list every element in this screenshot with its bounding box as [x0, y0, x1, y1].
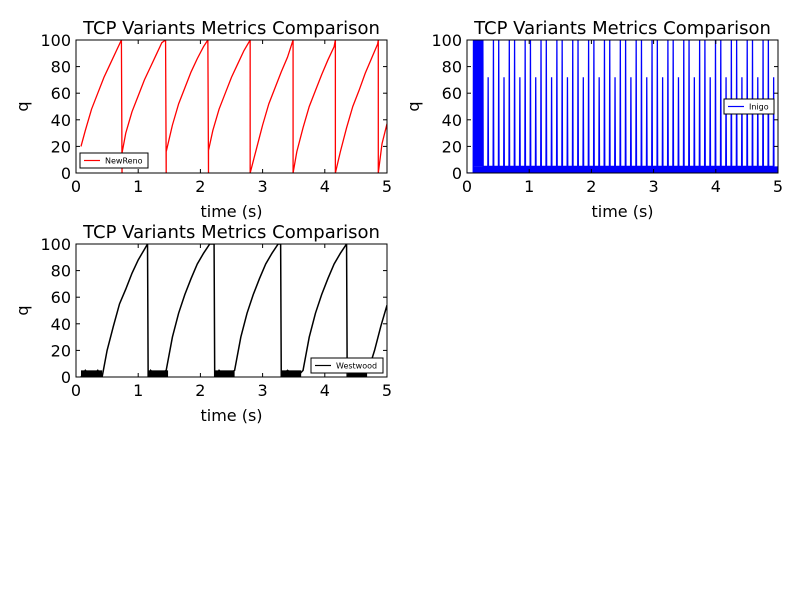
chart-title: TCP Variants Metrics Comparison [473, 18, 771, 39]
x-tick-label: 1 [133, 381, 143, 400]
x-tick-label: 5 [382, 177, 392, 196]
legend-label: Inigo [749, 103, 769, 112]
y-axis-label: q [13, 305, 32, 315]
series-band-westwood-3 [281, 370, 302, 377]
subplot-newreno: TCP Variants Metrics Comparison 0 1 2 3 4 5 0 20… [13, 18, 392, 221]
x-tick-label: 3 [258, 381, 268, 400]
series-line-westwood [80, 244, 387, 377]
chart-title: TCP Variants Metrics Comparison [82, 18, 380, 39]
x-tick-label: 0 [71, 177, 81, 196]
subplot-westwood: TCP Variants Metrics Comparison 0 1 2 3 4 5 0 20… [13, 222, 392, 425]
y-tick-label: 40 [442, 111, 462, 130]
y-tick-label: 20 [51, 137, 71, 156]
x-tick-label: 2 [195, 381, 205, 400]
x-axis-label: time (s) [591, 202, 653, 221]
y-tick-label: 100 [40, 235, 71, 254]
x-tick-label: 4 [320, 177, 330, 196]
x-tick-label: 3 [649, 177, 659, 196]
x-tick-label: 0 [462, 177, 472, 196]
y-tick-label: 0 [452, 164, 462, 183]
plot-frame [75, 39, 388, 174]
y-axis-label: q [13, 101, 32, 111]
y-tick-label: 0 [61, 164, 71, 183]
y-tick-label: 60 [51, 288, 71, 307]
x-axis-label: time (s) [200, 406, 262, 425]
x-axis-label: time (s) [200, 202, 262, 221]
x-tick-label: 1 [524, 177, 534, 196]
y-axis-label: q [404, 101, 423, 111]
y-tick-label: 60 [51, 84, 71, 103]
x-tick-label: 2 [586, 177, 596, 196]
y-tick-label: 20 [51, 341, 71, 360]
y-tick-label: 80 [51, 58, 71, 77]
y-tick-label: 40 [51, 315, 71, 334]
y-tick-label: 0 [61, 368, 71, 387]
series-line-newreno [80, 40, 387, 173]
legend-label: Westwood [336, 362, 377, 371]
subplot-inigo: TCP Variants Metrics Comparison 0 1 2 3 4 5 0 20… [404, 18, 783, 221]
series-band-inigo [473, 166, 778, 173]
series-band-westwood-4 [347, 370, 368, 377]
legend-label: NewReno [105, 157, 143, 166]
y-tick-label: 80 [51, 262, 71, 281]
x-tick-label: 0 [71, 381, 81, 400]
x-tick-label: 5 [773, 177, 783, 196]
legend-westwood: Westwood [310, 357, 384, 374]
x-tick-label: 4 [711, 177, 721, 196]
chart-title: TCP Variants Metrics Comparison [82, 222, 380, 243]
y-tick-label: 100 [431, 31, 462, 50]
y-tick-label: 100 [40, 31, 71, 50]
legend-newreno: NewReno [79, 152, 149, 169]
series-band-westwood-2 [214, 370, 235, 377]
x-tick-label: 4 [320, 381, 330, 400]
y-tick-label: 60 [442, 84, 462, 103]
y-tick-label: 20 [442, 137, 462, 156]
plot-frame [466, 39, 779, 174]
legend-box [79, 152, 149, 169]
series-band-westwood-0 [80, 370, 103, 377]
x-tick-label: 3 [258, 177, 268, 196]
x-tick-label: 5 [382, 381, 392, 400]
series-band-westwood-1 [148, 370, 169, 377]
x-tick-label: 1 [133, 177, 143, 196]
plot-frame [75, 243, 388, 378]
legend-box [723, 98, 775, 115]
legend-box [310, 357, 384, 374]
y-tick-label: 80 [442, 58, 462, 77]
x-tick-label: 2 [195, 177, 205, 196]
y-tick-label: 40 [51, 111, 71, 130]
legend-inigo: Inigo [723, 98, 775, 115]
